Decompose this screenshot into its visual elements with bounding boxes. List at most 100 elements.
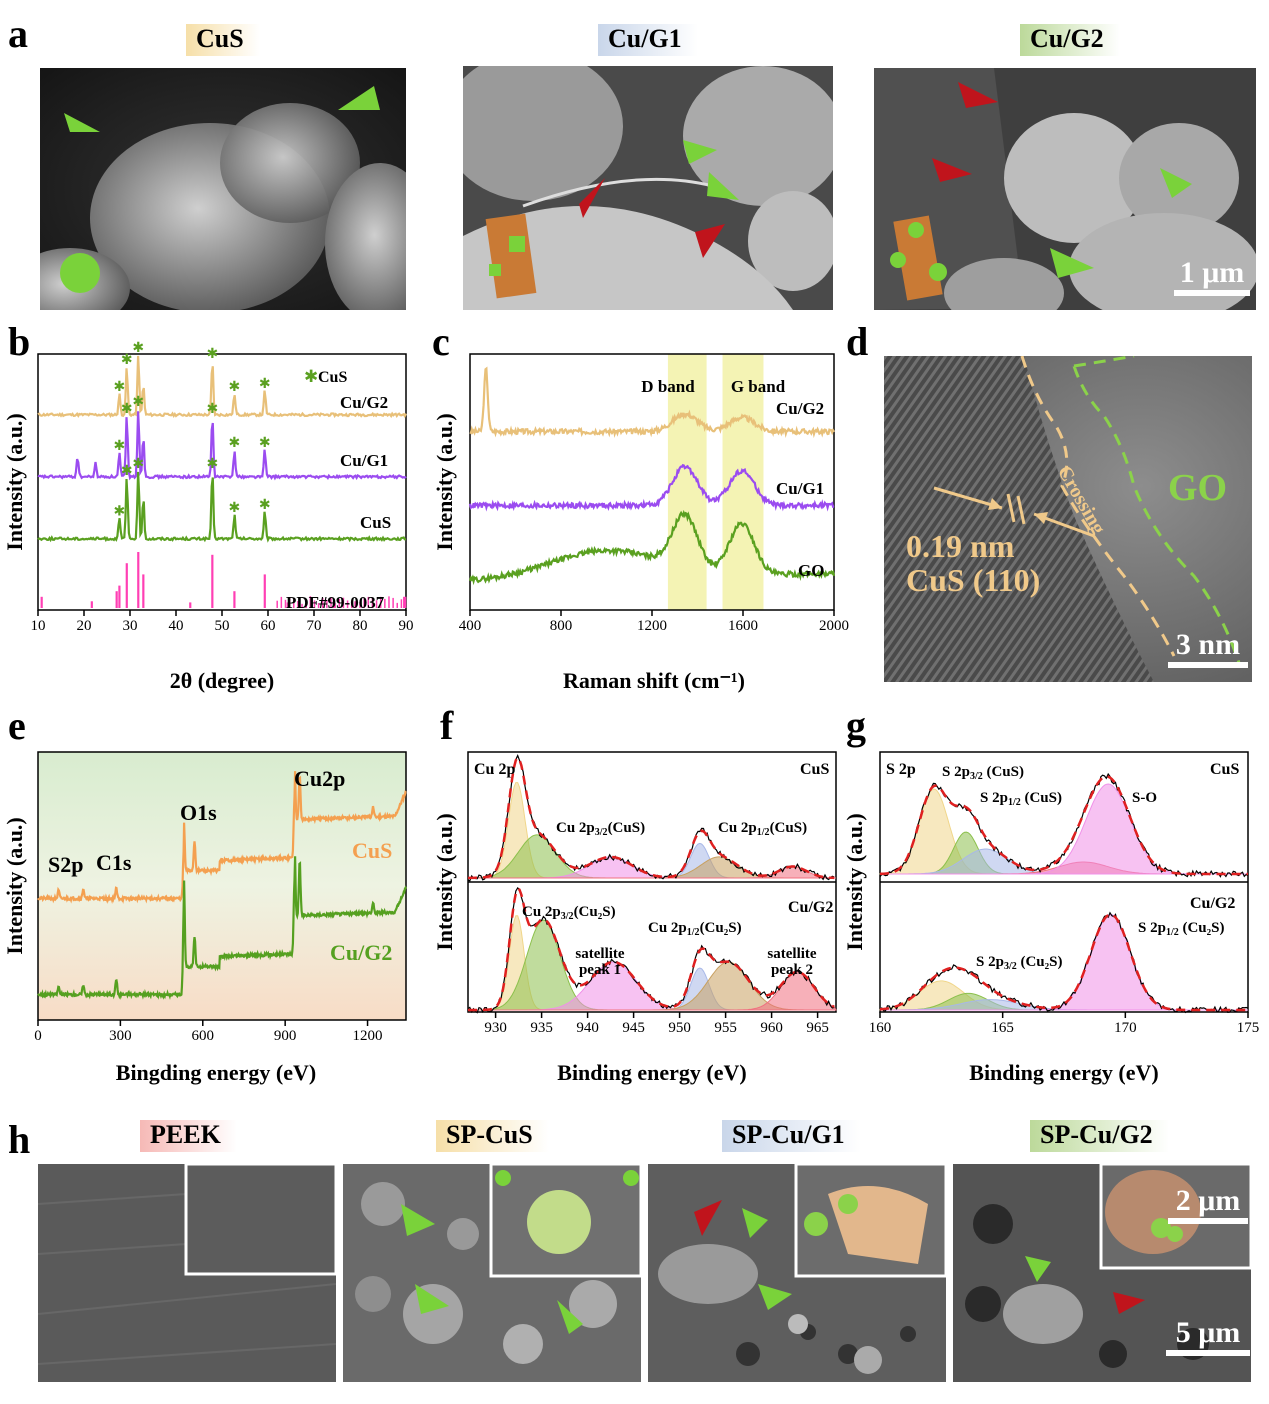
x-tick-label: 600 — [192, 1028, 215, 1044]
green-arrow-icon — [1050, 248, 1094, 278]
panel-h-title-spcug2: SP-Cu/G2 — [1030, 1120, 1169, 1152]
cus-peak-marker: ✱ — [206, 402, 218, 417]
raman-series-GO — [468, 509, 836, 586]
sem-image-peek — [38, 1164, 336, 1382]
sem-image-spcus — [343, 1164, 641, 1382]
chart-c-label-cug1: Cu/G1 — [776, 479, 824, 498]
chart-g-label-so: S-O — [1132, 790, 1157, 806]
chart-c-dband-label: D band — [641, 377, 695, 396]
chart-c-ylabel: Intensity (a.u.) — [432, 413, 457, 551]
xps-survey-series-CuS — [37, 771, 407, 905]
red-arrow-icon — [694, 1200, 722, 1236]
x-tick-label: 2000 — [819, 618, 849, 634]
chart-g-label-s2p32-cus: S 2p3/2 (CuS) — [942, 764, 1024, 782]
panel-d-label: d — [846, 319, 869, 364]
hrtem-image — [884, 356, 1252, 682]
xrd-series-Cu/G1 — [37, 411, 407, 481]
green-arrow-icon — [338, 86, 380, 110]
chart-f-label-cu2p12-cus: Cu 2p1/2(CuS) — [718, 820, 807, 838]
chart-c-raman: 400 800 1200 1600 2000 Raman shift (cm⁻¹) In… — [432, 353, 849, 693]
raman-series-Cu/G1 — [468, 463, 835, 512]
x-tick-label: 165 — [991, 1020, 1014, 1036]
x-tick-label: 175 — [1237, 1020, 1260, 1036]
chart-e-label-cus: CuS — [352, 838, 392, 863]
chart-e-cu2p: Cu2p — [294, 766, 345, 791]
x-tick-label: 955 — [714, 1020, 737, 1036]
x-tick-label: 50 — [215, 618, 230, 634]
panel-h-title-spcus: SP-CuS — [436, 1120, 549, 1152]
chart-f-sat1: satellite peak 1 — [575, 946, 624, 978]
x-tick-label: 70 — [307, 618, 322, 634]
x-tick-label: 160 — [869, 1020, 892, 1036]
x-tick-label: 1200 — [637, 618, 667, 634]
sem-image-spcug2 — [953, 1164, 1251, 1382]
chart-f-sat2: satellite peak 2 — [767, 946, 816, 978]
cus-peak-marker: ✱ — [132, 341, 144, 356]
chart-f-cu2p: 930 935 940 945 950 955 960 965 Binding energy … — [432, 751, 837, 1085]
xrd-series-CuS — [37, 471, 406, 543]
chart-c-xlabel: Raman shift (cm⁻¹) — [563, 668, 745, 693]
xps-fit-envelope — [468, 887, 835, 1012]
chart-b-label-pdf: PDF#99-0037 — [286, 593, 385, 612]
panel-f-label: f — [440, 703, 454, 748]
hrtem-annotation: 0.19 nm CuS (110) — [906, 528, 1040, 597]
x-tick-label: 170 — [1114, 1020, 1137, 1036]
chart-e-o1s: O1s — [180, 800, 217, 825]
chart-b-series: ✱✱✱ ✱✱ ✱✱✱ ✱ ✱✱ ✱✱✱ ✱ ✱✱ ✱ — [37, 341, 407, 608]
x-tick-label: 90 — [399, 618, 414, 634]
chart-e-ylabel: Intensity (a.u.) — [2, 817, 27, 955]
x-tick-label: 30 — [123, 618, 138, 634]
xps-raw-data — [879, 772, 1249, 878]
chart-g-top-sample: CuS — [1210, 761, 1239, 778]
chart-f-label-cu2p12-cu2s: Cu 2p1/2(Cu₂S) — [648, 920, 742, 938]
scale-bar-h: 5 μm — [1166, 1318, 1250, 1356]
panel-a-title-cus: CuS — [186, 24, 260, 56]
cus-peak-marker: ✱ — [259, 498, 271, 513]
scale-bar-h-inset: 2 μm — [1168, 1186, 1248, 1224]
xps-fit-envelope — [879, 775, 1248, 876]
panel-h-title-spcug1: SP-Cu/G1 — [722, 1120, 861, 1152]
green-arrow-icon — [1025, 1256, 1051, 1282]
scale-bar-h-inset-label: 2 μm — [1175, 1184, 1241, 1217]
x-tick-label: 300 — [109, 1028, 132, 1044]
chart-b-xrd: ✱✱✱ ✱✱ ✱✱✱ ✱ ✱✱ ✱✱✱ ✱ ✱✱ ✱ 10 20 30 40 50 60 70 80 90 2θ… — [2, 341, 414, 693]
red-arrow-icon — [579, 178, 605, 218]
cus-peak-marker: ✱ — [121, 353, 133, 368]
xps-component — [468, 971, 837, 1011]
panel-h-title-peek: PEEK — [140, 1120, 237, 1152]
panel-a-title-cug1: Cu/G1 — [598, 24, 698, 56]
chart-f-xlabel: Binding energy (eV) — [557, 1060, 746, 1085]
x-tick-label: 800 — [550, 618, 573, 634]
chart-g-series — [879, 772, 1249, 1014]
cus-peak-marker: ✱ — [132, 457, 144, 472]
x-tick-label: 1200 — [353, 1028, 383, 1044]
chart-b-legend: CuS — [318, 369, 347, 386]
chart-c-bands — [667, 354, 764, 610]
x-tick-label: 80 — [353, 618, 368, 634]
panel-g-label: g — [846, 703, 866, 748]
cus-peak-marker: ✱ — [259, 436, 271, 451]
sem-image-cug2 — [874, 68, 1256, 310]
green-arrow-icon — [758, 1284, 792, 1310]
x-tick-label: 900 — [274, 1028, 297, 1044]
sem-image-cug1 — [463, 66, 833, 310]
green-arrow-icon — [683, 140, 717, 164]
chart-g-label-s2p32-cu2s: S 2p3/2 (Cu₂S) — [976, 954, 1062, 972]
scale-bar-d-label: 3 nm — [1175, 628, 1241, 661]
x-tick-label: 935 — [530, 1020, 553, 1036]
panel-a-title-cug2: Cu/G2 — [1020, 24, 1120, 56]
chart-c-label-cug2: Cu/G2 — [776, 399, 824, 418]
x-tick-label: 1600 — [728, 618, 758, 634]
xrd-series-Cu/G2 — [37, 355, 407, 419]
lattice-spacing: 0.19 nm — [906, 528, 1015, 564]
go-region-label: GO — [1168, 467, 1228, 509]
green-arrow-icon — [742, 1208, 768, 1238]
chart-e-c1s: C1s — [96, 850, 132, 875]
chart-g-title: S 2p — [886, 761, 916, 778]
chart-e-xticks: 0 300 600 900 1200 — [34, 1020, 383, 1044]
panel-e-label: e — [8, 703, 26, 748]
chart-f-title: Cu 2p — [474, 761, 515, 778]
chart-c-gband-label: G band — [731, 377, 786, 396]
cus-peak-marker: ✱ — [259, 377, 271, 392]
chart-g-xlabel: Binding energy (eV) — [969, 1060, 1158, 1085]
